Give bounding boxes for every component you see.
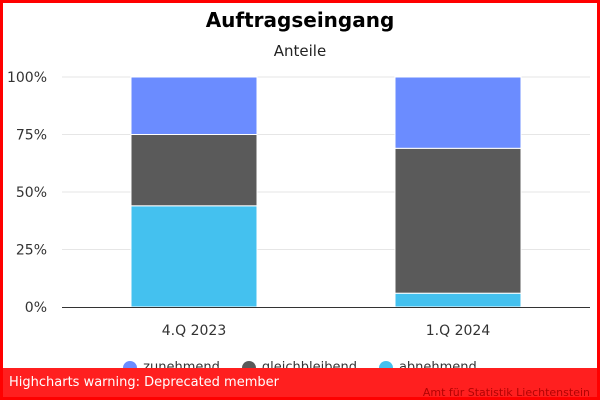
bar-segment-gleichbleibend [130,134,258,207]
chart-title: Auftragseingang [205,8,395,32]
bar-segment-zunehmend [130,76,258,135]
y-tick-label: 0% [25,300,47,316]
bar-segment-abnehmend [130,205,258,308]
bar-segment-zunehmend [394,76,522,149]
y-tick-label: 50% [16,185,47,201]
x-tick-label: 1.Q 2024 [426,323,491,339]
y-tick-label: 75% [16,128,47,144]
y-tick-label: 25% [16,243,47,259]
y-tick-label: 100% [7,70,47,86]
x-tick-label: 4.Q 2023 [162,323,226,339]
bar-segment-gleichbleibend [394,147,522,294]
warning-banner: Highcharts warning: Deprecated member [3,368,597,397]
credits-link[interactable]: Amt für Statistik Liechtenstein [422,386,590,399]
chart-subtitle: Anteile [273,42,327,60]
bar-segment-abnehmend [394,292,522,308]
